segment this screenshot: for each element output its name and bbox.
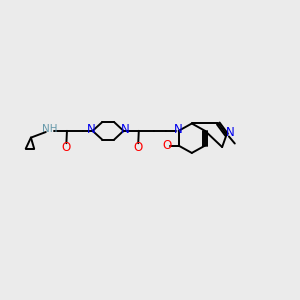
Text: NH: NH xyxy=(41,124,57,134)
Text: N: N xyxy=(121,124,130,136)
Text: O: O xyxy=(134,141,143,154)
Text: N: N xyxy=(174,124,183,136)
Text: O: O xyxy=(162,139,171,152)
Text: N: N xyxy=(226,126,235,140)
Text: N: N xyxy=(86,124,95,136)
Text: O: O xyxy=(62,141,71,154)
